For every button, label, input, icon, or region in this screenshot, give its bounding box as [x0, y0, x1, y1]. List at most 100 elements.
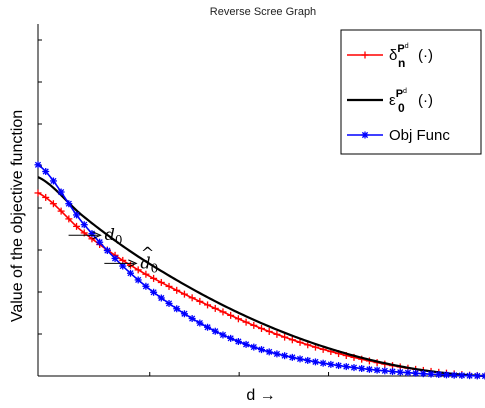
- data-point-marker: [442, 371, 450, 379]
- arrow-head: [92, 231, 102, 240]
- data-point-marker: [134, 266, 142, 274]
- data-point-marker: [265, 327, 273, 335]
- data-point-marker: [73, 211, 81, 219]
- data-point-marker: [57, 207, 65, 215]
- x-axis-label: d →: [246, 387, 275, 404]
- data-point-marker: [250, 321, 258, 329]
- data-point-marker: [258, 346, 265, 354]
- data-point-marker: [250, 343, 258, 351]
- legend-label: δPd n (·): [389, 43, 433, 70]
- data-point-marker: [396, 368, 404, 376]
- data-point-marker: [288, 336, 296, 344]
- data-point-marker: [57, 188, 65, 196]
- data-point-marker: [88, 230, 96, 238]
- data-point-marker: [211, 304, 219, 312]
- data-point-marker: [342, 363, 350, 371]
- legend-box: [340, 29, 482, 155]
- data-point-marker: [204, 323, 212, 331]
- annotation-1: d0^: [104, 243, 158, 275]
- data-point-marker: [358, 365, 366, 373]
- data-point-marker: [288, 353, 296, 361]
- data-point-marker: [227, 334, 235, 342]
- data-point-marker: [150, 288, 158, 296]
- data-point-marker: [419, 370, 427, 378]
- data-point-marker: [296, 355, 304, 363]
- data-point-marker: [234, 337, 242, 345]
- data-point-marker: [80, 221, 88, 229]
- data-point-marker: [319, 359, 327, 367]
- data-point-marker: [173, 286, 181, 294]
- series-2: [34, 161, 485, 380]
- data-point-marker: [165, 282, 173, 290]
- data-point-marker: [273, 350, 281, 358]
- data-point-marker: [219, 308, 227, 316]
- data-point-marker: [281, 333, 289, 341]
- data-point-marker: [49, 200, 57, 208]
- data-point-marker: [34, 161, 42, 169]
- series-layer: [34, 161, 485, 380]
- legend-label: Obj Func: [389, 127, 450, 144]
- data-point-marker: [466, 372, 474, 380]
- data-point-marker: [204, 301, 212, 309]
- data-point-marker: [281, 352, 289, 360]
- data-point-marker: [458, 371, 466, 379]
- data-point-marker: [412, 369, 420, 377]
- data-point-marker: [211, 327, 219, 335]
- data-point-marker: [188, 294, 196, 302]
- data-point-marker: [103, 247, 111, 255]
- data-point-marker: [335, 362, 343, 370]
- data-point-marker: [242, 340, 250, 348]
- data-point-marker: [427, 370, 435, 378]
- data-point-marker: [196, 297, 204, 305]
- data-point-marker: [404, 369, 412, 377]
- data-point-marker: [173, 305, 181, 313]
- data-point-marker: [150, 274, 158, 282]
- data-point-marker: [96, 238, 104, 246]
- data-point-marker: [242, 318, 250, 326]
- data-point-marker: [265, 348, 273, 356]
- legend-label: εPd 0 (·): [389, 88, 433, 115]
- series-1: [37, 176, 485, 378]
- data-point-marker: [435, 371, 443, 379]
- data-point-marker: [42, 193, 50, 201]
- data-point-marker: [157, 278, 165, 286]
- data-point-marker: [180, 310, 188, 318]
- data-point-marker: [142, 282, 150, 290]
- data-point-marker: [327, 360, 335, 368]
- chart-title: Reverse Scree Graph: [210, 6, 316, 18]
- y-axis-label: Value of the objective function: [9, 110, 26, 322]
- data-point-marker: [258, 324, 265, 332]
- data-point-marker: [304, 356, 312, 364]
- data-point-marker: [34, 189, 42, 197]
- data-point-marker: [157, 294, 165, 302]
- data-point-marker: [389, 368, 397, 376]
- data-point-marker: [219, 331, 227, 339]
- data-point-marker: [365, 365, 373, 373]
- data-point-marker: [450, 371, 458, 379]
- data-point-marker: [111, 254, 119, 262]
- data-point-marker: [227, 311, 235, 319]
- data-point-marker: [381, 367, 389, 375]
- data-point-marker: [196, 319, 204, 327]
- data-point-marker: [42, 168, 50, 176]
- legend-entry-2: Obj Func: [347, 127, 450, 144]
- series-line: [37, 176, 485, 378]
- data-point-marker: [49, 177, 57, 185]
- data-point-marker: [165, 299, 173, 307]
- data-point-marker: [373, 366, 381, 374]
- legend-entry-1: εPd 0 (·): [347, 88, 433, 115]
- data-point-marker: [188, 315, 196, 323]
- annotation-hat: ^: [141, 243, 154, 262]
- data-point-marker: [134, 276, 142, 284]
- data-point-marker: [481, 372, 485, 380]
- data-point-marker: [142, 270, 150, 278]
- arrow-head: [128, 259, 138, 268]
- data-point-marker: [296, 338, 304, 346]
- data-point-marker: [180, 290, 188, 298]
- data-point-marker: [311, 358, 319, 366]
- data-point-marker: [273, 330, 281, 338]
- data-point-marker: [126, 269, 134, 277]
- legend: δPd n (·) εPd 0 (·) Obj Func: [340, 29, 482, 155]
